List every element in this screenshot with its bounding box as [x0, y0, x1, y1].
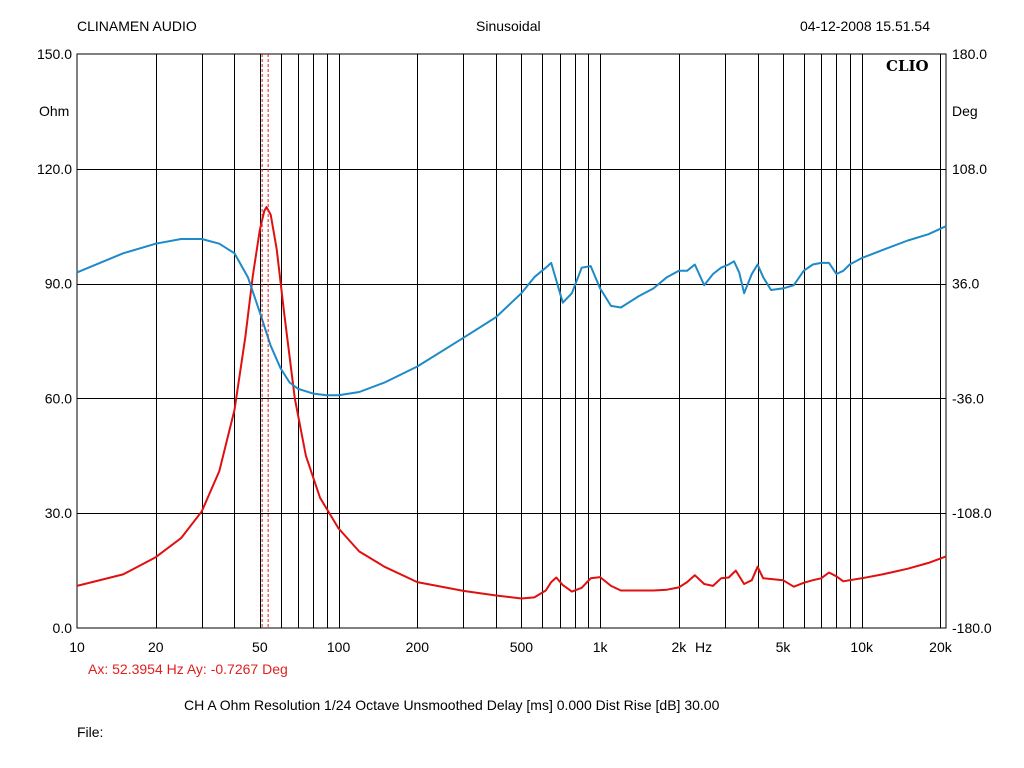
y-left-tick-label: 120.0 [37, 161, 72, 177]
y-right-tick-label: -180.0 [952, 620, 992, 636]
x-tick-label: 10k [850, 639, 874, 655]
axis-ticks: 0.0 30.0 60.0 90.0 120.0 150.0 -180.0 -108.0 -36… [37, 46, 992, 655]
y-right-tick-label: 108.0 [952, 161, 987, 177]
company-name: CLINAMEN AUDIO [77, 18, 197, 34]
y-right-tick-label: 36.0 [952, 276, 979, 292]
x-tick-label: 5k [776, 639, 792, 655]
phase-curve [76, 225, 947, 397]
x-tick-label: 50 [252, 639, 268, 655]
right-axis-label: Deg [952, 103, 978, 119]
plot-frame [76, 53, 947, 629]
impedance-curve [76, 206, 947, 600]
x-tick-label: 20k [929, 639, 953, 655]
cursor-readout: Ax: 52.3954 Hz Ay: -0.7267 Deg [88, 661, 288, 677]
x-tick-label: 2k [671, 639, 687, 655]
x-tick-label: 1k [593, 639, 609, 655]
y-left-tick-label: 150.0 [37, 46, 72, 62]
y-left-tick-label: 30.0 [45, 505, 72, 521]
x-tick-label: 500 [510, 639, 534, 655]
left-axis-label: Ohm [39, 103, 69, 119]
clio-logo: CLIO [886, 57, 929, 75]
chart-cursor[interactable] [261, 54, 269, 628]
y-left-tick-label: 90.0 [45, 276, 72, 292]
x-tick-label: 100 [327, 639, 351, 655]
x-tick-label: 20 [148, 639, 164, 655]
y-left-tick-label: 0.0 [53, 620, 73, 636]
measurement-type: Sinusoidal [476, 18, 541, 34]
measurement-timestamp: 04-12-2008 15.51.54 [800, 18, 930, 34]
chart-series [76, 206, 947, 600]
x-tick-label: 10 [69, 639, 85, 655]
y-right-tick-label: 180.0 [952, 46, 987, 62]
file-label: File: [77, 724, 104, 740]
y-right-tick-label: -108.0 [952, 505, 992, 521]
measurement-settings: CH A Ohm Resolution 1/24 Octave Unsmooth… [184, 697, 720, 713]
x-axis-unit-label: Hz [695, 639, 712, 655]
x-tick-label: 200 [406, 639, 430, 655]
y-right-tick-label: -36.0 [952, 390, 984, 406]
chart-grid [76, 53, 947, 629]
y-left-tick-label: 60.0 [45, 390, 72, 406]
